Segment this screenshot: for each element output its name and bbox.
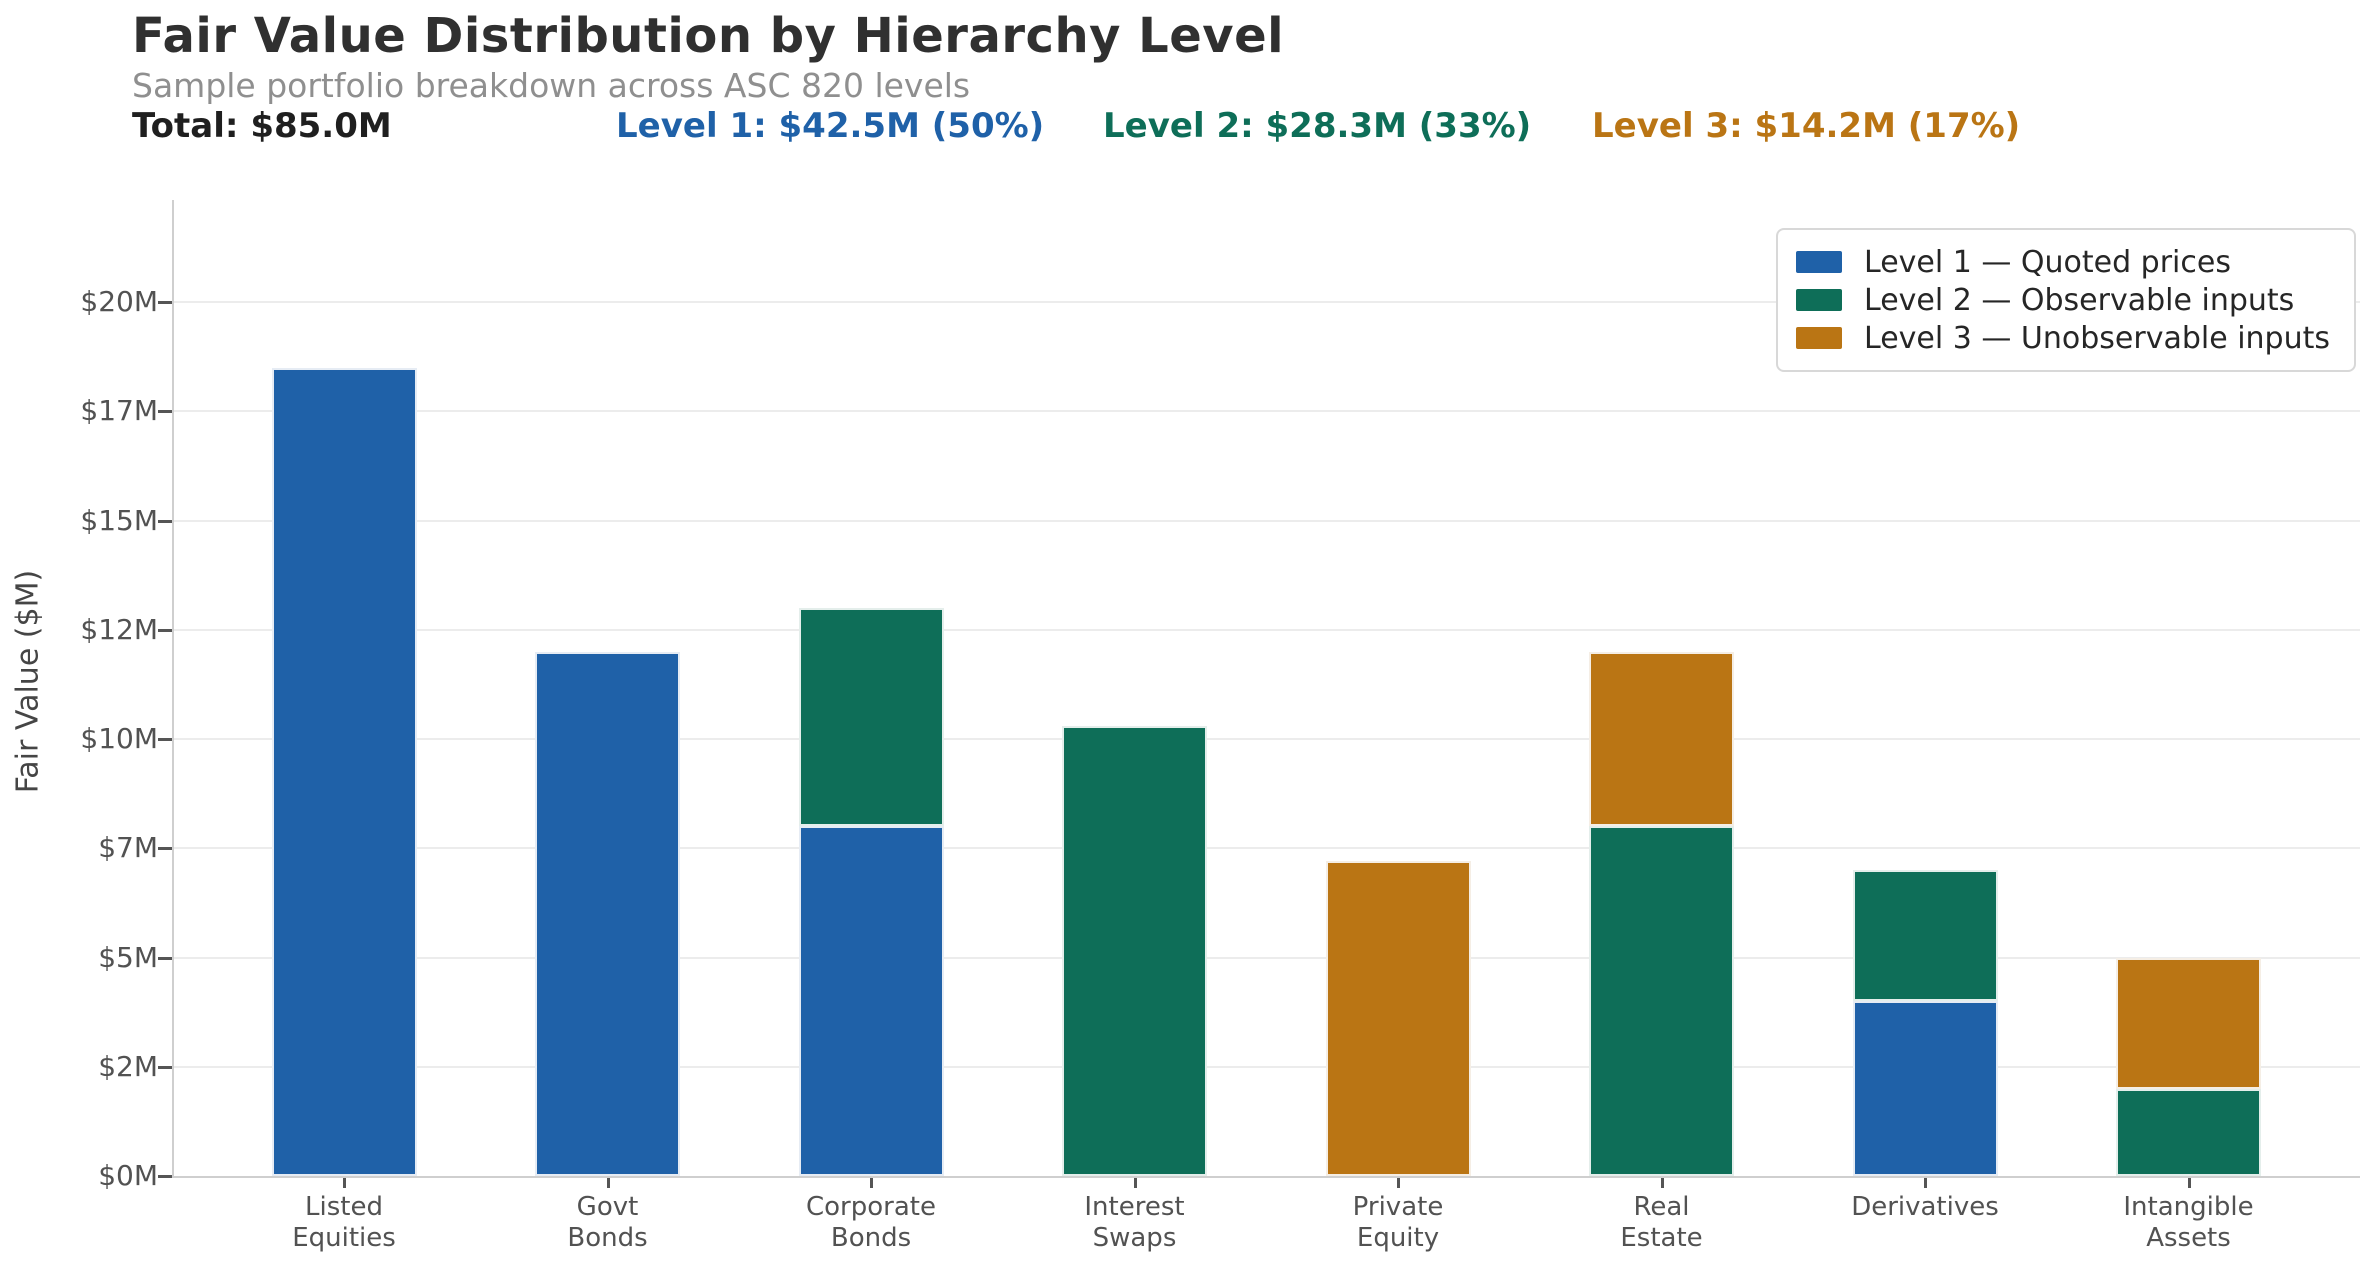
legend-label: Level 1 — Quoted prices bbox=[1864, 244, 2231, 280]
stat-2: Level 2: $28.3M (33%) bbox=[1103, 106, 1532, 146]
gridline-$12M bbox=[172, 628, 2360, 631]
legend-label: Level 3 — Unobservable inputs bbox=[1864, 320, 2330, 356]
xtick-mark bbox=[1133, 1176, 1137, 1188]
xtick-mark bbox=[1660, 1176, 1664, 1188]
bar-segment-cat5-level3 bbox=[1589, 651, 1734, 827]
ytick-label-$12M: $12M bbox=[80, 612, 158, 646]
ytick-label-$20M: $20M bbox=[80, 285, 158, 318]
bar-segment-cat7-level2 bbox=[2116, 1088, 2261, 1176]
bar-segment-cat2-level1 bbox=[798, 826, 944, 1176]
gridline-$15M bbox=[172, 519, 2360, 522]
bar-segment-cat3-level2 bbox=[1062, 725, 1207, 1176]
bar-segment-cat6-level2 bbox=[1852, 870, 1998, 1002]
xtick-mark bbox=[1397, 1176, 1400, 1188]
stat-0: Total: $85.0M bbox=[132, 106, 392, 146]
bar-segment-cat2-level2 bbox=[798, 607, 944, 827]
ytick-label-$5M: $5M bbox=[98, 940, 158, 974]
ytick-mark bbox=[158, 410, 172, 414]
ytick-mark bbox=[158, 628, 172, 632]
legend-swatch-icon bbox=[1796, 327, 1843, 349]
xtick-label-3: Interest Swaps bbox=[1084, 1192, 1185, 1253]
bar-segment-cat4-level3 bbox=[1325, 861, 1471, 1176]
legend-label: Level 2 — Observable inputs bbox=[1864, 282, 2295, 318]
xtick-label-0: Listed Equities bbox=[292, 1192, 396, 1253]
xtick-label-4: Private Equity bbox=[1352, 1192, 1444, 1253]
ytick-label-$2M: $2M bbox=[98, 1049, 158, 1083]
xtick-mark bbox=[870, 1176, 873, 1188]
y-axis-label: Fair Value ($M) bbox=[10, 569, 46, 794]
gridline-$5M bbox=[172, 956, 2360, 959]
bar-segment-cat7-level3 bbox=[2116, 957, 2261, 1089]
left-spine bbox=[172, 200, 174, 1176]
legend-row-3: Level 3 — Unobservable inputs bbox=[1796, 319, 2330, 357]
xtick-label-1: Govt Bonds bbox=[567, 1192, 648, 1253]
xtick-label-5: Real Estate bbox=[1620, 1192, 1703, 1253]
ytick-label-$7M: $7M bbox=[98, 831, 158, 865]
bar-segment-cat0-level1 bbox=[271, 367, 417, 1176]
gridline-$20M bbox=[172, 301, 2360, 303]
bar-segment-cat5-level2 bbox=[1589, 826, 1734, 1176]
chart-subtitle: Sample portfolio breakdown across ASC 82… bbox=[132, 66, 971, 105]
ytick-mark bbox=[158, 956, 172, 960]
bar-segment-cat1-level1 bbox=[535, 651, 680, 1176]
legend-swatch-icon bbox=[1796, 289, 1843, 311]
ytick-mark bbox=[158, 301, 172, 304]
xtick-label-7: Intangible Assets bbox=[2123, 1192, 2254, 1253]
chart-title: Fair Value Distribution by Hierarchy Lev… bbox=[132, 8, 1285, 64]
ytick-mark bbox=[158, 738, 172, 741]
summary-stats-row: Total: $85.0M Level 1: $42.5M (50%) Level … bbox=[0, 106, 2373, 150]
xtick-mark bbox=[606, 1176, 610, 1188]
stat-3: Level 3: $14.2M (17%) bbox=[1592, 106, 2021, 146]
xtick-mark bbox=[343, 1176, 346, 1188]
ytick-mark bbox=[158, 1175, 172, 1178]
xtick-mark bbox=[1924, 1176, 1927, 1188]
gridline-$7M bbox=[172, 847, 2360, 850]
ytick-mark bbox=[158, 519, 172, 523]
xtick-label-2: Corporate Bonds bbox=[806, 1192, 936, 1253]
ytick-label-$0M: $0M bbox=[98, 1159, 158, 1192]
gridline-$17M bbox=[172, 410, 2360, 413]
ytick-label-$10M: $10M bbox=[80, 722, 158, 755]
plot-area bbox=[172, 200, 2360, 1176]
ytick-mark bbox=[158, 1065, 172, 1069]
ytick-mark bbox=[158, 847, 172, 851]
legend-row-2: Level 2 — Observable inputs bbox=[1796, 281, 2330, 319]
xtick-label-6: Derivatives bbox=[1851, 1192, 1999, 1222]
bar-segment-cat6-level1 bbox=[1852, 1001, 1998, 1176]
legend: Level 1 — Quoted prices Level 2 — Observa… bbox=[1776, 228, 2356, 372]
legend-row-1: Level 1 — Quoted prices bbox=[1796, 243, 2330, 281]
legend-swatch-icon bbox=[1796, 251, 1843, 273]
ytick-label-$17M: $17M bbox=[80, 394, 158, 428]
xtick-mark bbox=[2187, 1176, 2191, 1188]
bottom-spine bbox=[172, 1176, 2360, 1178]
stat-1: Level 1: $42.5M (50%) bbox=[616, 106, 1045, 146]
gridline-$10M bbox=[172, 738, 2360, 740]
gridline-$2M bbox=[172, 1065, 2360, 1068]
ytick-label-$15M: $15M bbox=[80, 503, 158, 537]
